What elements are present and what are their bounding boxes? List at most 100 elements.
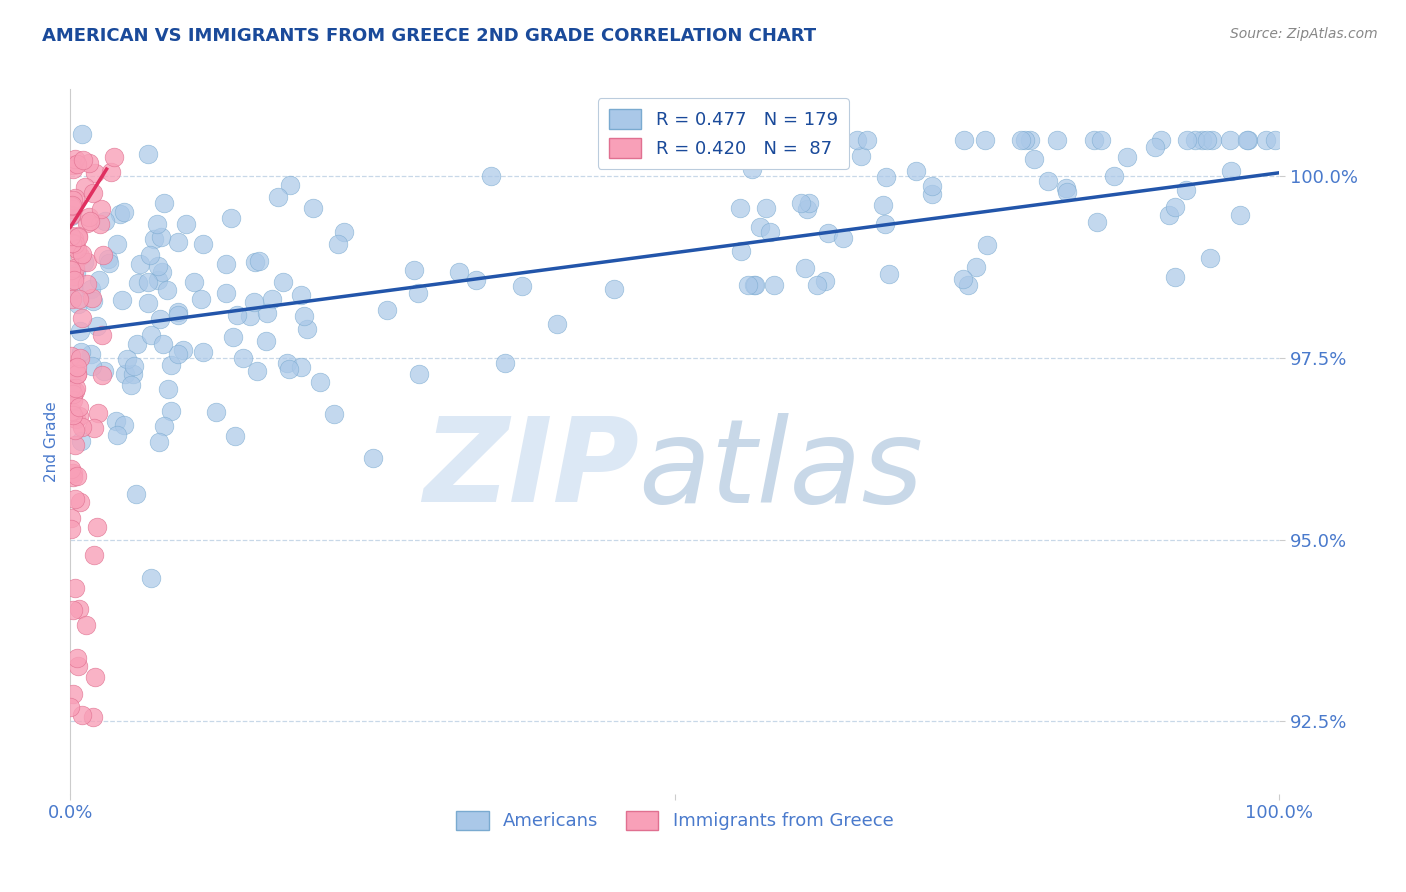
Point	[219, 211, 242, 225]
Point	[62, 161, 84, 176]
Point	[873, 217, 896, 231]
Point	[1219, 133, 1241, 147]
Point	[145, 217, 167, 231]
Point	[127, 337, 149, 351]
Point	[115, 351, 138, 366]
Point	[69, 324, 91, 338]
Point	[152, 336, 174, 351]
Point	[1054, 181, 1077, 195]
Point	[98, 256, 121, 270]
Point	[1085, 215, 1108, 229]
Point	[956, 278, 979, 293]
Point	[815, 140, 838, 154]
Point	[823, 133, 845, 147]
Point	[136, 147, 159, 161]
Point	[62, 470, 84, 484]
Point	[1010, 133, 1032, 147]
Point	[66, 242, 89, 256]
Point	[292, 309, 315, 323]
Point	[83, 165, 105, 179]
Point	[62, 193, 84, 207]
Point	[877, 267, 900, 281]
Point	[105, 428, 128, 442]
Point	[965, 260, 987, 274]
Point	[63, 384, 86, 398]
Point	[146, 273, 169, 287]
Point	[60, 274, 83, 288]
Point	[125, 487, 148, 501]
Point	[243, 255, 266, 269]
Point	[190, 293, 212, 307]
Point	[80, 291, 103, 305]
Point	[849, 149, 872, 163]
Point	[94, 214, 117, 228]
Point	[146, 259, 169, 273]
Point	[1150, 133, 1173, 147]
Point	[66, 368, 89, 382]
Point	[60, 199, 83, 213]
Point	[1019, 133, 1042, 147]
Point	[60, 263, 83, 277]
Point	[953, 133, 976, 147]
Point	[814, 274, 837, 288]
Point	[69, 249, 91, 263]
Point	[67, 229, 90, 244]
Point	[794, 260, 817, 275]
Point	[1184, 133, 1206, 147]
Point	[150, 264, 173, 278]
Point	[67, 409, 90, 423]
Point	[494, 356, 516, 370]
Point	[976, 237, 998, 252]
Point	[166, 235, 188, 250]
Point	[742, 278, 765, 293]
Point	[70, 311, 93, 326]
Point	[63, 261, 86, 276]
Point	[139, 328, 162, 343]
Point	[111, 293, 134, 307]
Point	[73, 254, 96, 268]
Point	[1229, 208, 1251, 222]
Point	[108, 207, 131, 221]
Point	[831, 230, 853, 244]
Point	[167, 305, 190, 319]
Point	[62, 408, 84, 422]
Point	[62, 466, 84, 480]
Point	[361, 450, 384, 465]
Point	[82, 294, 104, 309]
Point	[1144, 140, 1167, 154]
Point	[63, 581, 86, 595]
Point	[59, 349, 82, 363]
Point	[402, 263, 425, 277]
Point	[1175, 133, 1198, 147]
Point	[127, 277, 149, 291]
Point	[124, 359, 146, 374]
Point	[60, 404, 83, 418]
Point	[66, 659, 89, 673]
Point	[80, 346, 103, 360]
Point	[290, 288, 312, 302]
Point	[1014, 133, 1036, 147]
Point	[465, 273, 488, 287]
Point	[70, 419, 93, 434]
Point	[89, 217, 111, 231]
Point	[60, 236, 83, 251]
Point	[156, 283, 179, 297]
Point	[1164, 269, 1187, 284]
Point	[60, 228, 83, 243]
Point	[1219, 164, 1241, 178]
Point	[60, 381, 83, 395]
Point	[112, 204, 135, 219]
Point	[267, 190, 290, 204]
Point	[75, 618, 97, 632]
Point	[66, 469, 89, 483]
Point	[69, 351, 91, 366]
Point	[748, 220, 770, 235]
Point	[59, 462, 82, 476]
Point	[62, 393, 84, 408]
Point	[1036, 173, 1059, 187]
Point	[375, 302, 398, 317]
Point	[510, 278, 533, 293]
Point	[104, 414, 127, 428]
Point	[183, 276, 205, 290]
Point	[239, 310, 262, 324]
